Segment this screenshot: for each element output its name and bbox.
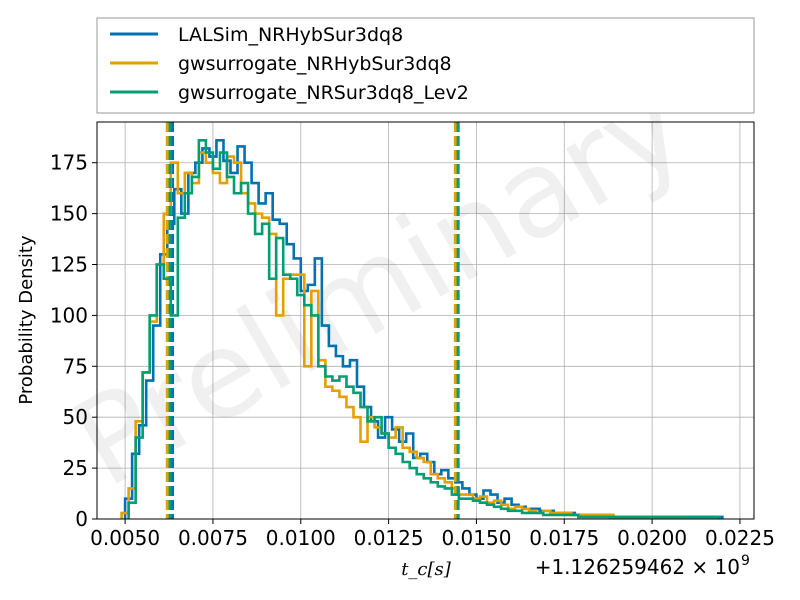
- x-axis-ticks: 0.0050 0.0075 0.0100 0.0125 0.0150 0.0175 0.02…: [90, 519, 775, 550]
- y-tick-label-6: 150: [50, 202, 88, 226]
- x-offset-base: +1.126259462 × 10: [535, 555, 740, 579]
- x-axis-label: t_c[s]: [401, 559, 452, 580]
- x-tick-label-5: 0.0175: [529, 526, 599, 550]
- x-tick-label-1: 0.0075: [178, 526, 248, 550]
- legend-label-1: gwsurrogate_NRHybSur3dq8: [178, 53, 452, 75]
- y-tick-label-4: 100: [50, 303, 88, 327]
- legend: LALSim_NRHybSur3dq8 gwsurrogate_NRHybSur3…: [96, 17, 755, 114]
- series-layer: [120, 122, 724, 519]
- y-tick-label-1: 25: [63, 456, 88, 480]
- plot-frame: [96, 121, 755, 520]
- histogram-series-2: [127, 139, 721, 519]
- x-axis-offset-text: +1.126259462 × 10: [535, 555, 740, 579]
- y-tick-label-7: 175: [50, 151, 88, 175]
- legend-label-2: gwsurrogate_NRSur3dq8_Lev2: [178, 82, 469, 104]
- x-tick-label-3: 0.0125: [354, 526, 424, 550]
- y-tick-label-5: 125: [50, 253, 88, 277]
- x-tick-label-0: 0.0050: [90, 526, 160, 550]
- x-offset-exponent: 9: [741, 553, 750, 569]
- legend-box: [96, 17, 755, 114]
- x-tick-label-2: 0.0100: [266, 526, 336, 550]
- x-tick-label-6: 0.0200: [617, 526, 687, 550]
- x-tick-label-4: 0.0150: [441, 526, 511, 550]
- y-axis-ticks: 0 25 50 75 100 125 150 175: [50, 151, 97, 531]
- y-tick-label-3: 75: [63, 354, 88, 378]
- legend-label-0: LALSim_NRHybSur3dq8: [178, 24, 403, 46]
- y-axis-label: Probability Density: [16, 235, 37, 405]
- x-tick-label-7: 0.0225: [705, 526, 775, 550]
- y-tick-label-2: 50: [63, 405, 88, 429]
- y-tick-label-0: 0: [75, 507, 88, 531]
